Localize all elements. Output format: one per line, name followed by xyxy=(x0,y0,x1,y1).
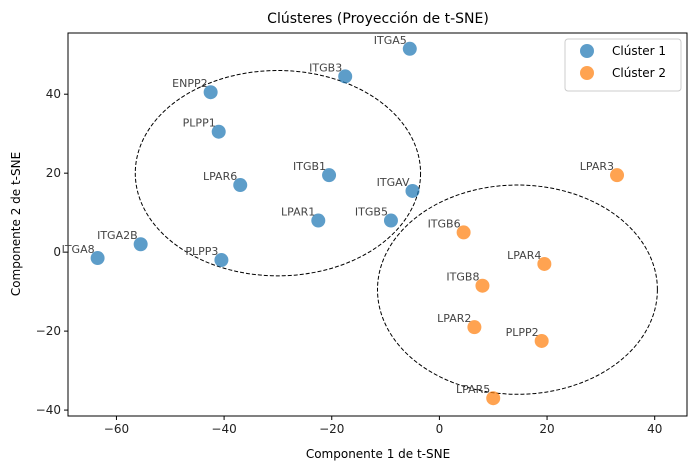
point-lpar5 xyxy=(486,391,501,406)
y-axis-title: Componente 2 de t-SNE xyxy=(9,152,23,296)
point-label-enpp2: ENPP2 xyxy=(172,77,207,90)
point-lpar6 xyxy=(233,178,248,193)
y-tick-label: 0 xyxy=(53,245,61,259)
point-label-lpar4: LPAR4 xyxy=(507,249,541,262)
point-itgb8 xyxy=(475,278,490,293)
x-axis-title: Componente 1 de t-SNE xyxy=(306,447,450,461)
chart-title: Clústeres (Proyección de t-SNE) xyxy=(267,11,489,27)
point-label-itgb8: ITGB8 xyxy=(446,271,479,284)
point-lpar1 xyxy=(311,213,326,228)
legend-box xyxy=(564,38,682,92)
point-label-itgb6: ITGB6 xyxy=(428,217,461,230)
point-label-lpar3: LPAR3 xyxy=(580,160,614,173)
point-labels: ITGA5 ITGB3 ENPP2 PLPP1 ITGB1 LPAR6 ITGAV LPAR1… xyxy=(62,34,614,396)
point-label-plpp3: PLPP3 xyxy=(185,245,218,258)
legend-marker-cluster-2 xyxy=(580,66,594,80)
legend-label-cluster-2: Clúster 2 xyxy=(612,66,666,80)
y-tick-label: −20 xyxy=(36,324,61,338)
legend-label-cluster-1: Clúster 1 xyxy=(612,44,666,58)
point-label-plpp1: PLPP1 xyxy=(183,117,216,130)
point-itgb1 xyxy=(322,168,337,183)
y-tick-label: −40 xyxy=(36,403,61,417)
x-tick-label: 20 xyxy=(539,422,554,436)
x-tick-label: −60 xyxy=(104,422,129,436)
y-tick-label: 20 xyxy=(46,166,61,180)
point-plpp2 xyxy=(534,333,549,348)
point-label-lpar2: LPAR2 xyxy=(437,312,471,325)
plot-area-frame xyxy=(67,32,688,417)
point-enpp2 xyxy=(203,85,218,100)
point-label-itga2b: ITGA2B xyxy=(97,229,138,242)
point-itgb3 xyxy=(338,69,353,84)
point-label-itgav: ITGAV xyxy=(377,176,410,189)
point-lpar4 xyxy=(537,256,552,271)
point-itga8 xyxy=(90,251,105,266)
x-axis-ticks: −60 −40 −20 0 20 40 xyxy=(104,416,662,436)
point-itgb6 xyxy=(456,225,471,240)
point-label-itga8: ITGA8 xyxy=(62,243,95,256)
x-tick-label: −20 xyxy=(319,422,344,436)
point-label-plpp2: PLPP2 xyxy=(506,326,539,339)
point-lpar3 xyxy=(610,168,625,183)
point-lpar2 xyxy=(467,320,482,335)
point-label-itgb3: ITGB3 xyxy=(309,61,342,74)
point-label-lpar6: LPAR6 xyxy=(203,170,237,183)
cluster-ellipse-cluster-2 xyxy=(377,184,658,395)
point-label-itgb5: ITGB5 xyxy=(355,206,388,219)
x-tick-label: 0 xyxy=(436,422,444,436)
point-label-itga5: ITGA5 xyxy=(374,34,407,47)
data-points xyxy=(90,41,625,406)
y-tick-label: 40 xyxy=(46,87,61,101)
point-label-lpar1: LPAR1 xyxy=(281,206,315,219)
y-axis-ticks: −40 −20 0 20 40 xyxy=(36,87,68,417)
point-itgb5 xyxy=(383,213,398,228)
point-itgav xyxy=(405,183,420,198)
point-label-lpar5: LPAR5 xyxy=(456,383,490,396)
cluster-ellipses xyxy=(134,70,658,395)
point-itga5 xyxy=(402,41,417,56)
x-tick-label: −40 xyxy=(211,422,236,436)
point-label-itgb1: ITGB1 xyxy=(293,160,326,173)
legend-marker-cluster-1 xyxy=(580,44,594,58)
point-plpp1 xyxy=(211,124,226,139)
point-plpp3 xyxy=(214,253,229,268)
point-itga2b xyxy=(133,237,148,252)
legend: Clúster 1 Clúster 2 xyxy=(564,38,682,92)
x-tick-label: 40 xyxy=(647,422,662,436)
cluster-ellipse-cluster-1 xyxy=(134,70,422,277)
